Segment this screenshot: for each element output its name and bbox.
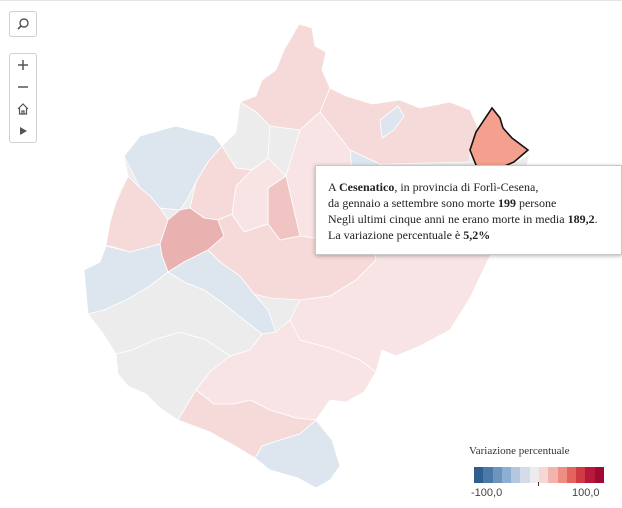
tooltip-average: 189,2 — [567, 212, 595, 226]
home-icon — [17, 103, 29, 115]
minus-icon — [18, 86, 28, 88]
tooltip-line-1: A Cesenatico, in provincia di Forlì-Cese… — [328, 180, 539, 194]
legend-swatch — [501, 467, 512, 483]
play-button[interactable] — [10, 120, 36, 142]
legend-swatch — [529, 467, 539, 483]
legend-swatch — [566, 467, 577, 483]
legend-swatch — [594, 467, 604, 483]
legend-swatch — [511, 467, 521, 483]
legend-swatch — [585, 467, 595, 483]
top-border — [0, 0, 622, 1]
legend-swatch — [576, 467, 586, 483]
legend-color-scale — [474, 467, 604, 483]
zoom-controls — [9, 53, 37, 143]
search-icon — [17, 18, 29, 30]
home-button[interactable] — [10, 98, 36, 120]
legend-swatch — [492, 467, 502, 483]
legend-swatch — [548, 467, 558, 483]
tooltip-line-2: da gennaio a settembre sono morte 199 pe… — [328, 196, 557, 210]
legend-marker — [538, 482, 539, 486]
legend-max-label: 100,0 — [572, 487, 600, 499]
legend-title: Variazione percentuale — [469, 445, 570, 457]
search-button[interactable] — [10, 12, 36, 36]
tooltip-variation: 5,2% — [463, 228, 491, 242]
tooltip-line-3: Negli ultimi cinque anni ne erano morte … — [328, 212, 598, 226]
legend-swatch — [520, 467, 530, 483]
legend-swatch — [483, 467, 493, 483]
search-control — [9, 11, 37, 37]
zoom-in-button[interactable] — [10, 54, 36, 76]
plus-icon — [18, 60, 28, 70]
legend-min-label: -100,0 — [471, 487, 503, 499]
comune-region[interactable] — [254, 419, 341, 489]
legend-swatch — [538, 467, 549, 483]
play-icon — [20, 127, 27, 135]
legend-swatch — [474, 467, 484, 483]
comune-region[interactable] — [379, 105, 405, 139]
tooltip-deaths: 199 — [497, 196, 516, 210]
legend-swatch — [557, 467, 567, 483]
zoom-out-button[interactable] — [10, 76, 36, 98]
comune-region[interactable] — [239, 23, 331, 131]
tooltip-line-4: La variazione percentuale è 5,2% — [328, 228, 491, 242]
comuni-regions — [83, 23, 531, 489]
tooltip-comune: Cesenatico — [339, 180, 395, 194]
tooltip: A Cesenatico, in provincia di Forlì-Cese… — [315, 165, 622, 255]
